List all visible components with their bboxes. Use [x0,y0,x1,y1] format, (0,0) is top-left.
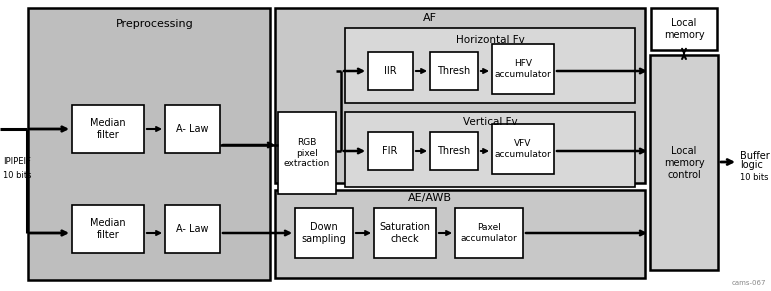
Text: Buffer: Buffer [740,151,769,161]
Text: AE/AWB: AE/AWB [408,193,452,203]
Bar [430,132,478,170]
Text: RGB
pixel
extraction: RGB pixel extraction [284,138,330,168]
Bar [165,205,220,253]
Bar [275,8,645,183]
Text: VFV
accumulator: VFV accumulator [495,139,551,159]
Bar [650,55,718,270]
Text: 10 bits: 10 bits [3,171,32,180]
Text: A- Law: A- Law [176,224,208,234]
Text: Horizontal Fv: Horizontal Fv [456,35,524,45]
Text: Preprocessing: Preprocessing [116,19,194,29]
Bar [72,205,144,253]
Bar [345,28,635,103]
Bar [165,105,220,153]
Text: Local
memory
control: Local memory control [664,146,705,180]
Text: Thresh: Thresh [437,66,470,76]
Bar [278,112,336,194]
Text: A- Law: A- Law [176,124,208,134]
Text: Median
filter: Median filter [90,118,126,140]
Text: Paxel
accumulator: Paxel accumulator [460,223,517,243]
Bar [28,8,270,280]
Text: Median
filter: Median filter [90,218,126,240]
Bar [295,208,353,258]
Text: HFV
accumulator: HFV accumulator [495,59,551,79]
Bar [430,52,478,90]
Text: Saturation
check: Saturation check [379,222,430,244]
Text: Down
sampling: Down sampling [301,222,346,244]
Text: AF: AF [423,13,437,23]
Bar [455,208,523,258]
Bar [492,44,554,94]
Text: cams-067: cams-067 [732,280,766,286]
Text: IPIPEIF: IPIPEIF [3,157,31,166]
Bar [72,105,144,153]
Text: Local
memory: Local memory [664,18,705,40]
Bar [368,132,413,170]
Bar [374,208,436,258]
Text: Thresh: Thresh [437,146,470,156]
Text: IIR: IIR [384,66,396,76]
Bar [651,8,717,50]
Text: logic: logic [740,160,763,170]
Bar [345,112,635,187]
Bar [368,52,413,90]
Text: Vertical Fv: Vertical Fv [463,117,517,127]
Text: 10 bits: 10 bits [740,173,769,182]
Bar [275,190,645,278]
Text: FIR: FIR [382,146,398,156]
Bar [492,124,554,174]
